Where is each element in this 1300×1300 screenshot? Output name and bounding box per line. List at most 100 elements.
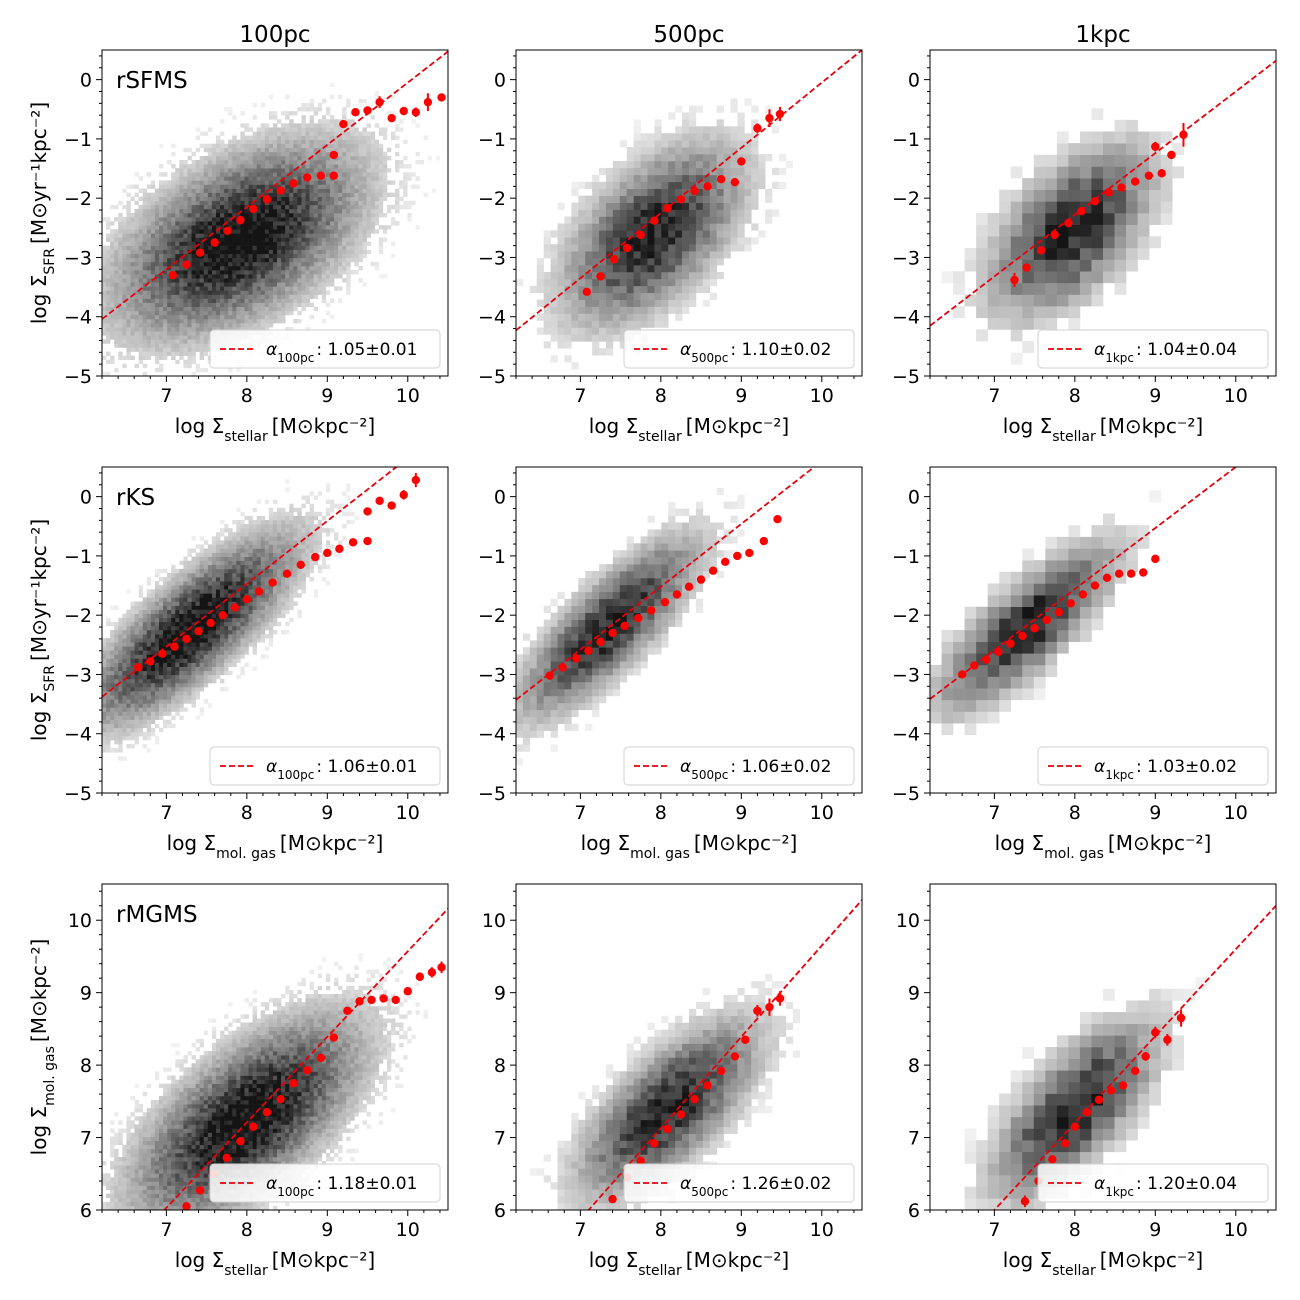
data-point [311,552,320,562]
y-tick-label: −4 [64,307,92,329]
data-point [1048,1155,1057,1164]
y-tick-label: 7 [908,1128,920,1150]
x-tick-label: 10 [396,385,420,407]
binned-points [957,554,1160,679]
fit-line [587,899,862,1210]
x-axis-label: log Σmol. gas [M⊙kpc⁻²] [581,831,798,862]
data-point [375,496,384,505]
x-tick-label: 7 [988,385,1000,407]
column-title: 1kpc [1075,22,1130,48]
x-axis-label: log Σmol. gas [M⊙kpc⁻²] [167,831,384,862]
data-point [329,171,338,180]
legend-box [1037,1163,1269,1203]
axes-frame [515,466,863,794]
row-label: rMGMS [116,902,198,928]
legend-box [623,746,855,786]
data-point [1151,142,1160,151]
y-axis-label: log ΣSFR[M⊙yr⁻¹kpc⁻²] [27,519,58,741]
panel-r2c1: 7 8 9 10 6 7 8 9 10 log Σstellar [M⊙kpc⁻²] α500pc: … [482,883,863,1279]
data-point [970,661,979,670]
data-point [558,663,567,672]
data-point [582,287,592,297]
x-tick-label: 7 [160,385,172,407]
data-point [1010,275,1019,285]
column-title: 500pc [653,22,724,48]
data-point [684,582,694,591]
data-point [1020,1197,1030,1206]
data-point [1022,263,1031,272]
x-tick-label: 8 [241,385,253,407]
axes-frame [101,883,449,1211]
panel-r0c1: 7 8 9 10 −5 −4 −3 −2 −1 0 log Σstellar [M⊙kpc⁻²] 500… [478,22,863,445]
data-point [1151,1028,1160,1037]
y-tick-label: −2 [478,188,506,210]
x-tick-label: 9 [735,385,747,407]
legend-entry: α1kpc: 1.03±0.02 [1094,757,1237,782]
data-point [1090,196,1100,206]
x-axis-label: log Σstellar [M⊙kpc⁻²] [175,414,375,445]
axes-frame [101,49,449,377]
data-point [608,628,617,638]
x-tick-label: 7 [574,802,586,824]
data-point [660,597,670,607]
data-point [994,647,1003,657]
fit-line [163,908,448,1210]
density-histogram [941,108,1185,365]
data-point [759,536,769,546]
data-point [1179,130,1188,139]
panel-r1c1: 7 8 9 10 −5 −4 −3 −2 −1 0 log Σmol. gas [M⊙kpc⁻²] α5… [478,466,863,862]
data-point [634,613,643,623]
y-tick-label: −3 [892,247,920,269]
data-point [236,1136,245,1146]
data-point [182,1202,191,1210]
data-point [1102,573,1112,583]
data-point [1078,590,1088,599]
x-axis-label: log Σstellar [M⊙kpc⁻²] [1003,1248,1203,1279]
data-point [1163,1035,1172,1044]
data-point [367,995,376,1005]
data-point [236,215,245,225]
binned-points [545,514,782,680]
binned-points [608,991,785,1204]
legend-entry: α500pc: 1.10±0.02 [680,340,831,365]
y-tick-label: 0 [80,487,92,509]
data-point [745,548,754,558]
data-point [387,113,396,123]
legend-box [623,1163,855,1203]
data-point [210,238,219,247]
y-tick-label: −1 [64,546,92,568]
x-tick-label: 8 [1069,385,1081,407]
data-point [276,186,285,195]
data-point [348,538,358,547]
data-point [636,1156,645,1165]
data-point [716,1066,726,1076]
data-point [262,1108,272,1117]
data-point [182,634,191,644]
legend: α100pc: 1.05±0.01 [209,329,441,369]
data-point [1151,554,1160,564]
data-point [195,248,205,257]
data-point [1094,1095,1104,1105]
data-point [1130,177,1140,186]
y-tick-label: −3 [478,664,506,686]
data-point [375,97,384,107]
y-axis-label: log ΣSFR[M⊙yr⁻¹kpc⁻²] [27,102,58,324]
y-tick-label: 6 [80,1200,92,1222]
y-tick-label: 10 [68,910,92,932]
y-tick-label: 10 [482,910,506,932]
x-tick-label: 8 [1069,802,1081,824]
data-point [733,551,742,561]
data-point [721,557,730,567]
axes-frame [515,49,863,377]
y-tick-label: 0 [494,70,506,92]
data-point [1104,188,1113,197]
data-point [636,230,645,240]
legend: α500pc: 1.10±0.02 [623,329,855,369]
x-tick-label: 7 [574,385,586,407]
data-point [1176,1013,1186,1023]
data-point [230,603,239,612]
x-tick-label: 10 [1224,1219,1248,1241]
data-point [1070,1122,1080,1131]
data-point [1117,183,1126,192]
